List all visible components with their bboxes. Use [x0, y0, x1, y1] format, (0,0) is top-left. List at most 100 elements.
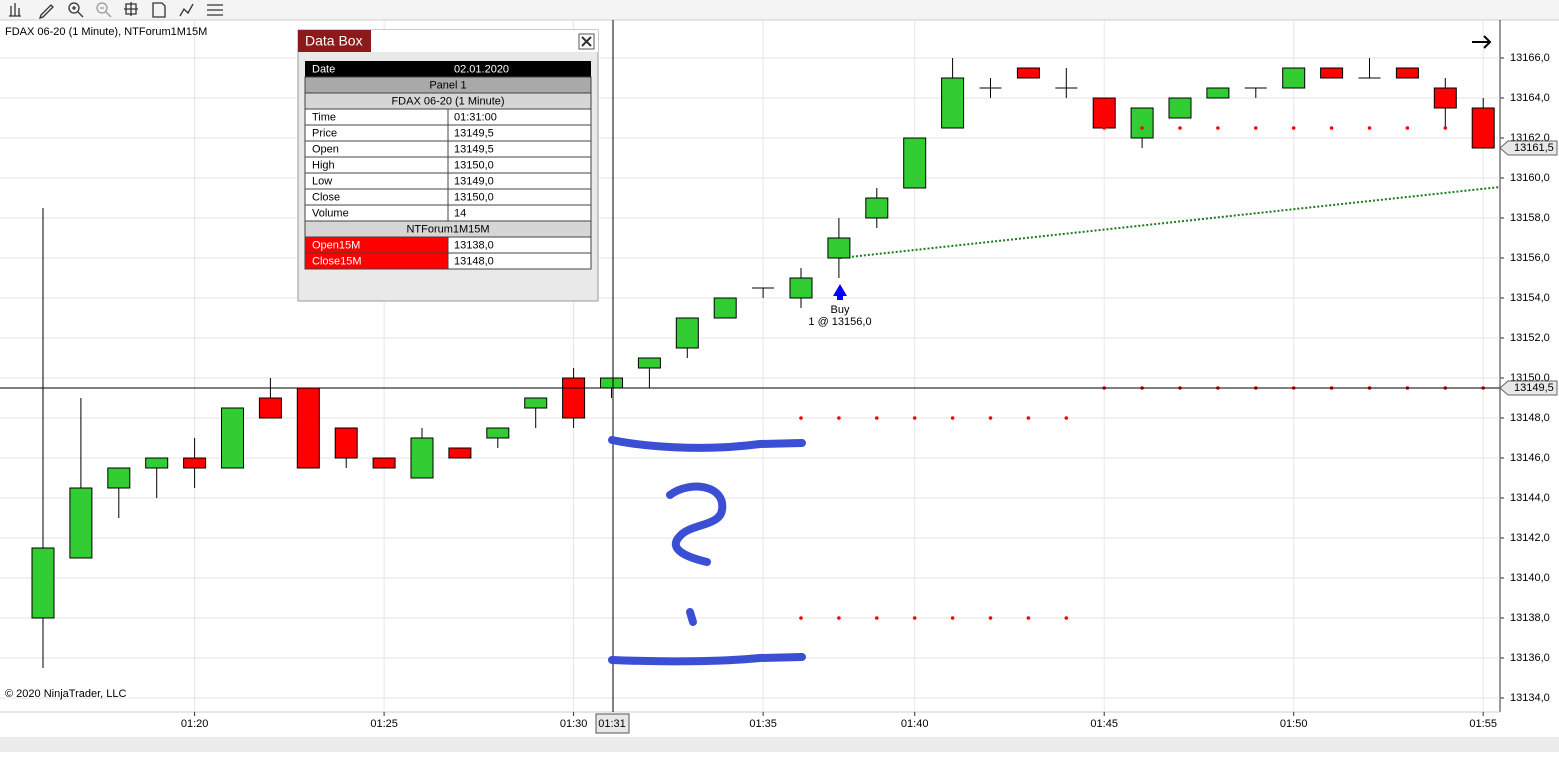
y-tick-label: 13134,0 — [1510, 692, 1550, 704]
scribble — [666, 482, 727, 566]
indicator-dot — [837, 416, 841, 420]
candle-body — [258, 397, 282, 419]
indicator-dot — [988, 416, 993, 420]
draw-icon[interactable] — [38, 4, 54, 20]
candle-body — [637, 357, 661, 369]
last-price-label: 13161,5 — [1514, 142, 1554, 154]
indicators-icon[interactable] — [179, 3, 194, 17]
data-box-value: 13150,0 — [454, 191, 494, 203]
candle-body — [865, 197, 889, 219]
data-box-label: Price — [312, 127, 337, 139]
copyright: © 2020 NinjaTrader, LLC — [5, 688, 126, 700]
buy-arrow — [833, 284, 847, 300]
indicator-dot — [912, 616, 917, 620]
candle-body — [675, 317, 699, 349]
candle-body — [1395, 67, 1419, 79]
last-price-box — [1499, 140, 1558, 156]
x-tick-label: 01:40 — [901, 718, 929, 730]
indicator-dot — [875, 416, 879, 420]
data-box-header — [298, 30, 598, 52]
crosshair-time-box — [595, 713, 630, 734]
y-tick-label: 13160,0 — [1510, 172, 1550, 184]
candle-body — [69, 487, 93, 559]
candle-body — [410, 437, 434, 479]
y-tick-label: 13154,0 — [1510, 292, 1550, 304]
data-box-label: Open — [312, 143, 339, 155]
indicator-dot — [1140, 126, 1144, 130]
x-tick-label: 01:55 — [1469, 718, 1497, 730]
toolbar-icons — [9, 2, 223, 20]
y-tick-label: 13144,0 — [1510, 492, 1550, 504]
data-box-value: 14 — [454, 207, 466, 219]
candle-body — [107, 467, 131, 489]
scrollbar[interactable] — [0, 737, 1559, 752]
y-tick-label: 13142,0 — [1510, 532, 1550, 544]
zoom-out-icon[interactable] — [96, 2, 108, 14]
candle-body — [486, 427, 510, 439]
data-box-title: Data Box — [305, 33, 363, 49]
candle-body — [827, 237, 851, 259]
indicator-dot — [1102, 126, 1106, 130]
scroll-end-arrow[interactable] — [1472, 35, 1492, 49]
data-box-value: 13149,0 — [454, 175, 494, 187]
candle-body — [600, 377, 623, 389]
candle-body — [372, 457, 396, 469]
scribble — [686, 608, 697, 626]
data-box-label: Close — [312, 191, 340, 203]
candle-body — [1320, 67, 1344, 79]
data-box-cell: FDAX 06-20 (1 Minute) — [391, 95, 504, 107]
candle-body — [448, 447, 472, 459]
scribble — [608, 653, 806, 666]
indicator-dot — [799, 616, 803, 620]
data-box-label: High — [312, 159, 335, 171]
properties-icon[interactable] — [152, 2, 166, 18]
data-box-value: 13138,0 — [454, 239, 494, 251]
data-box[interactable]: Data Box Date 02.01.2020 Panel 1 FDAX 06-20 … — [297, 29, 599, 302]
x-tick-label: 01:45 — [1090, 718, 1118, 730]
data-box-value: 13148,0 — [454, 255, 494, 267]
candle-body — [524, 397, 548, 409]
zoom-in-icon[interactable] — [68, 2, 80, 14]
x-tick-label: 01:50 — [1280, 718, 1308, 730]
candle-body — [334, 427, 358, 459]
indicator-dot — [950, 416, 955, 420]
list-icon[interactable] — [207, 4, 223, 16]
candle-body — [1433, 87, 1457, 109]
candle-body — [903, 137, 927, 189]
candle-body — [145, 457, 169, 469]
indicator-dot — [1064, 416, 1069, 420]
toolbar — [0, 0, 1559, 20]
crosshair-price-box — [1499, 380, 1558, 396]
indicator-dot — [1443, 126, 1448, 130]
data-box-label: Time — [312, 111, 336, 123]
candle-body — [183, 457, 207, 469]
candle-body — [941, 77, 965, 129]
x-tick-label: 01:25 — [370, 718, 398, 730]
marks — [31, 58, 1495, 668]
data-box-close-x — [581, 36, 592, 47]
candle-body — [1016, 67, 1040, 79]
indicator-dot — [988, 616, 993, 620]
indicator-dot — [1026, 616, 1031, 620]
crosshair-time: 01:31 — [598, 718, 626, 730]
indicator-dot — [1367, 126, 1372, 130]
data-box-label: Open15M — [312, 239, 360, 251]
crosshair-price-label: 13149,5 — [1514, 382, 1554, 394]
scribble — [608, 436, 806, 452]
candle-body — [713, 297, 737, 319]
crosshair-icon[interactable] — [124, 2, 138, 16]
data-box-value: 13150,0 — [454, 159, 494, 171]
candle-body — [1092, 97, 1116, 129]
indicator-dot — [1481, 126, 1485, 130]
data-box-cell: NTForum1M15M — [406, 223, 489, 235]
y-tick-label: 13140,0 — [1510, 572, 1550, 584]
bars-icon[interactable] — [9, 3, 21, 17]
data-box-cell: 02.01.2020 — [454, 63, 509, 75]
indicator-dot — [950, 616, 955, 620]
indicator-dot — [1254, 126, 1258, 130]
grid — [0, 20, 1504, 716]
candle-body — [31, 547, 55, 619]
trade-line — [839, 186, 1501, 259]
